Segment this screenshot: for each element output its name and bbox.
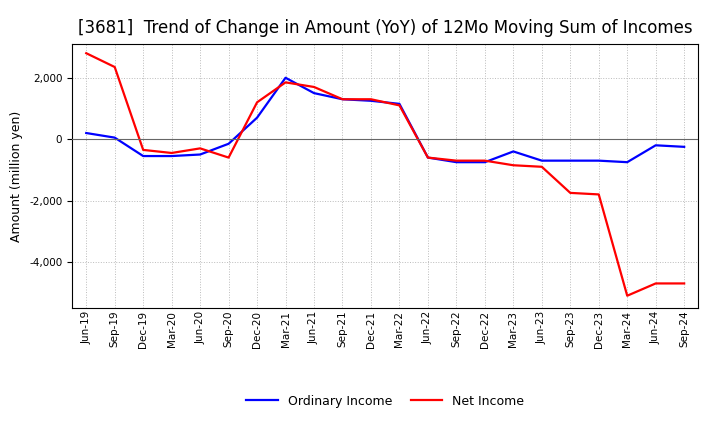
Ordinary Income xyxy=(595,158,603,163)
Ordinary Income xyxy=(196,152,204,157)
Net Income xyxy=(595,192,603,197)
Ordinary Income xyxy=(480,160,489,165)
Net Income xyxy=(310,84,318,90)
Ordinary Income xyxy=(423,155,432,160)
Ordinary Income xyxy=(167,154,176,159)
Net Income xyxy=(366,97,375,102)
Net Income xyxy=(395,103,404,108)
Net Income xyxy=(338,97,347,102)
Net Income xyxy=(139,147,148,153)
Net Income xyxy=(167,150,176,156)
Net Income xyxy=(652,281,660,286)
Ordinary Income xyxy=(338,97,347,102)
Net Income xyxy=(282,80,290,85)
Ordinary Income xyxy=(680,144,688,150)
Ordinary Income xyxy=(366,98,375,103)
Net Income xyxy=(82,51,91,56)
Ordinary Income xyxy=(537,158,546,163)
Net Income xyxy=(509,163,518,168)
Ordinary Income xyxy=(110,135,119,140)
Title: [3681]  Trend of Change in Amount (YoY) of 12Mo Moving Sum of Incomes: [3681] Trend of Change in Amount (YoY) o… xyxy=(78,19,693,37)
Ordinary Income xyxy=(139,154,148,159)
Net Income xyxy=(566,190,575,195)
Net Income xyxy=(480,158,489,163)
Net Income xyxy=(196,146,204,151)
Net Income xyxy=(623,293,631,298)
Net Income xyxy=(452,158,461,163)
Ordinary Income xyxy=(623,160,631,165)
Line: Ordinary Income: Ordinary Income xyxy=(86,78,684,162)
Legend: Ordinary Income, Net Income: Ordinary Income, Net Income xyxy=(241,390,529,413)
Ordinary Income xyxy=(452,160,461,165)
Ordinary Income xyxy=(566,158,575,163)
Ordinary Income xyxy=(82,130,91,136)
Net Income xyxy=(110,64,119,70)
Net Income xyxy=(423,155,432,160)
Ordinary Income xyxy=(225,141,233,147)
Net Income xyxy=(225,155,233,160)
Ordinary Income xyxy=(310,91,318,96)
Line: Net Income: Net Income xyxy=(86,53,684,296)
Net Income xyxy=(680,281,688,286)
Ordinary Income xyxy=(509,149,518,154)
Net Income xyxy=(253,100,261,105)
Ordinary Income xyxy=(395,101,404,106)
Ordinary Income xyxy=(652,143,660,148)
Ordinary Income xyxy=(253,115,261,120)
Y-axis label: Amount (million yen): Amount (million yen) xyxy=(11,110,24,242)
Net Income xyxy=(537,164,546,169)
Ordinary Income xyxy=(282,75,290,81)
